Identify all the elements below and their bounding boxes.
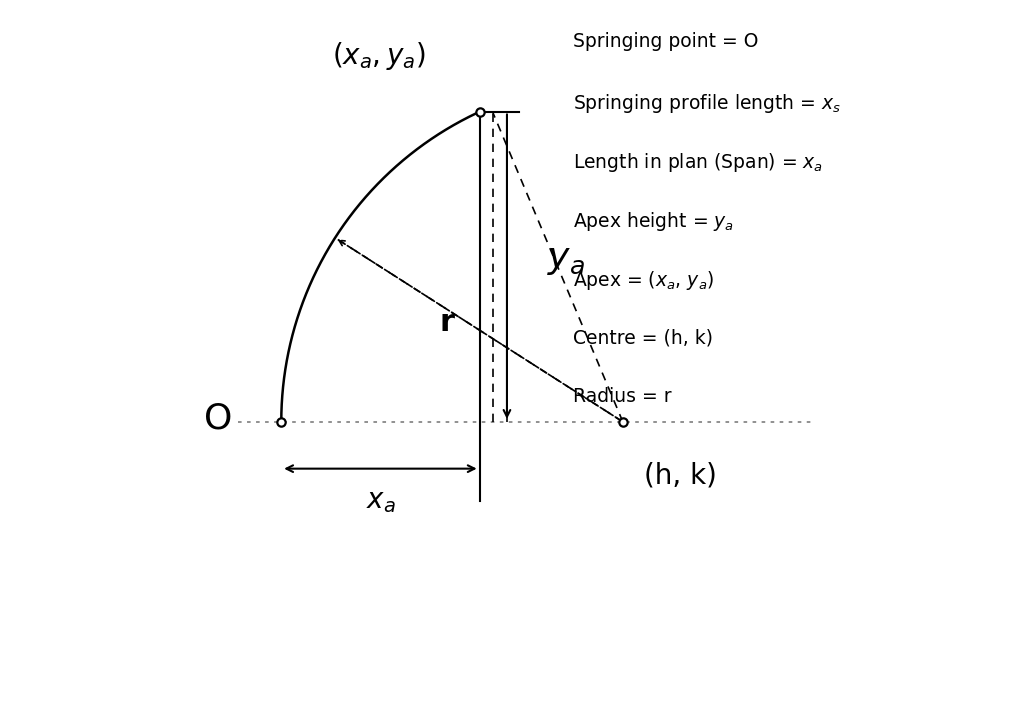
- Text: r: r: [439, 308, 454, 337]
- Text: Apex height = $y_a$: Apex height = $y_a$: [573, 210, 734, 233]
- Text: (h, k): (h, k): [644, 461, 717, 490]
- Text: Radius = r: Radius = r: [573, 387, 672, 406]
- Text: Springing profile length = $x_s$: Springing profile length = $x_s$: [573, 92, 842, 115]
- Text: O: O: [204, 401, 232, 435]
- Text: $y_a$: $y_a$: [547, 242, 585, 277]
- Text: Centre = (h, k): Centre = (h, k): [573, 328, 714, 347]
- Text: $(x_a, y_a)$: $(x_a, y_a)$: [332, 40, 425, 72]
- Text: Apex = ($x_a$, $y_a$): Apex = ($x_a$, $y_a$): [573, 269, 715, 292]
- Text: Springing point = O: Springing point = O: [573, 32, 759, 51]
- Text: Length in plan (Span) = $x_a$: Length in plan (Span) = $x_a$: [573, 151, 823, 174]
- Text: $x_a$: $x_a$: [366, 487, 395, 515]
